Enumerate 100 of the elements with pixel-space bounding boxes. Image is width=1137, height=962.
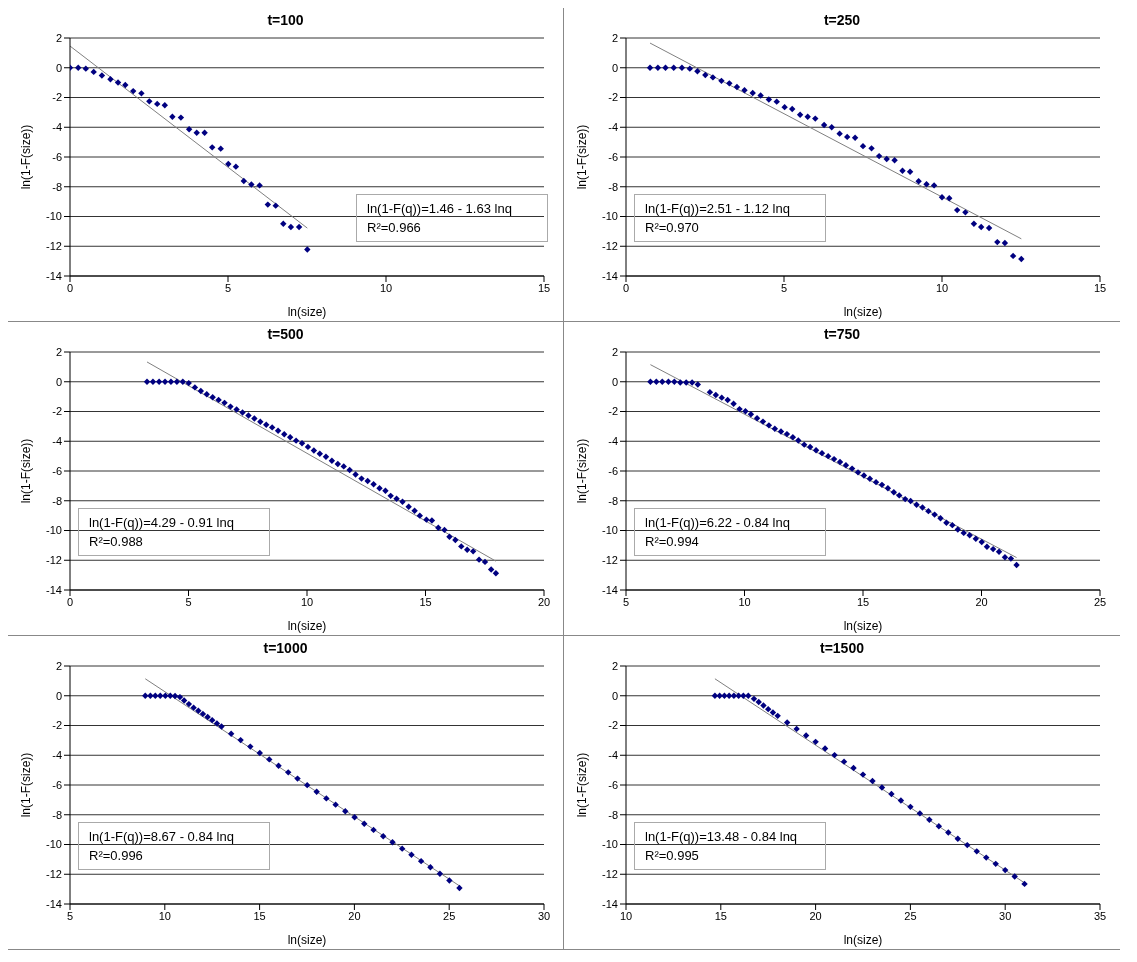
y-tick-label: 2 [611,659,618,672]
y-tick-label: -2 [608,405,618,418]
x-tick-label: 10 [379,281,393,294]
x-tick-label: 35 [1093,909,1107,922]
y-tick-label: 0 [611,61,618,74]
y-tick-label: -6 [608,464,618,477]
chart-title: t=750 [822,325,862,344]
annotation: R²=0.996 [89,847,144,865]
chart-title: t=100 [266,11,305,30]
y-tick-label: -8 [608,494,618,507]
annotation: R²=0.988 [89,533,144,551]
x-tick-label: 20 [537,595,551,608]
y-tick-label: -4 [608,749,618,762]
y-tick-label: -8 [608,808,618,821]
x-tick-label: 25 [904,909,917,922]
x-axis-title: ln(size) [287,933,327,947]
x-tick-label: 5 [224,281,232,294]
annotation: R²=0.966 [367,219,422,237]
y-tick-label: -6 [52,778,62,791]
x-tick-label: 10 [935,281,949,294]
y-tick-label: 0 [55,689,62,702]
y-tick-label: -12 [46,554,62,567]
x-tick-label: 20 [975,595,988,608]
y-tick-label: -10 [602,524,618,537]
annotation: R²=0.994 [645,533,700,551]
x-tick-label: 15 [1093,281,1107,294]
x-axis-title: ln(size) [843,305,883,319]
y-tick-label: -6 [608,778,618,791]
y-tick-label: 2 [55,345,62,358]
y-tick-label: -14 [602,897,618,910]
annotation: R²=0.970 [645,219,700,237]
annotation: ln(1-F(q))=4.29 - 0.91 lnq [89,514,235,532]
y-tick-label: 0 [55,61,62,74]
y-tick-label: -14 [46,269,62,282]
x-tick-label: 15 [253,909,266,922]
y-axis-title: ln(1-F(size)) [19,752,34,818]
y-tick-label: -12 [46,868,62,881]
chart-title: t=500 [266,325,305,344]
x-tick-label: 5 [66,909,74,922]
x-tick-label: 10 [738,595,751,608]
x-tick-label: 15 [537,281,551,294]
chart-title: t=250 [822,11,862,30]
y-tick-label: -2 [52,719,62,732]
x-tick-label: 30 [537,909,551,922]
y-tick-label: -8 [608,180,618,193]
x-tick-label: 5 [780,281,788,294]
x-axis-title: ln(size) [843,933,883,947]
x-axis-title: ln(size) [287,305,327,319]
y-tick-label: -14 [602,583,618,596]
annotation: ln(1-F(q))=6.22 - 0.84 lnq [645,514,791,532]
text-box: ln(1-F(q))=13.48 - 0.84 lnq R²=0.995 [634,822,826,870]
y-tick-label: 0 [55,375,62,388]
y-tick-label: 2 [611,31,618,44]
y-tick-label: -4 [52,435,62,448]
y-tick-label: -4 [52,749,62,762]
x-tick-label: 25 [1093,595,1107,608]
y-tick-label: -2 [608,719,618,732]
x-axis-title: ln(size) [843,619,883,633]
x-tick-label: 10 [300,595,314,608]
x-tick-label: 15 [714,909,727,922]
x-tick-label: 10 [158,909,171,922]
y-tick-label: -12 [602,240,618,253]
y-tick-label: -10 [602,838,618,851]
annotation: R²=0.995 [645,847,700,865]
y-tick-label: -2 [52,405,62,418]
x-tick-label: 15 [419,595,432,608]
y-tick-label: -10 [602,210,618,223]
y-axis-title: ln(1-F(size)) [19,438,34,504]
y-axis-title: ln(1-F(size)) [19,124,34,190]
y-tick-label: 0 [611,375,618,388]
y-tick-label: -10 [46,838,62,851]
text-box: ln(1-F(q))=2.51 - 1.12 lnq R²=0.970 [634,194,826,242]
y-tick-label: -14 [46,583,62,596]
y-tick-label: -6 [52,464,62,477]
y-tick-label: -2 [52,91,62,104]
x-tick-label: 5 [622,595,630,608]
x-tick-label: 15 [856,595,870,608]
annotation: ln(1-F(q))=8.67 - 0.84 lnq [89,828,235,846]
y-tick-label: -6 [52,150,62,163]
x-axis-title: ln(size) [287,619,327,633]
y-tick-label: 2 [55,659,62,672]
y-tick-label: -4 [608,435,618,448]
y-tick-label: -10 [46,210,62,223]
y-tick-label: -4 [608,121,618,134]
y-tick-label: -8 [52,808,62,821]
text-box: ln(1-F(q))=4.29 - 0.91 lnq R²=0.988 [78,508,270,556]
x-tick-label: 25 [443,909,456,922]
y-tick-label: -14 [46,897,62,910]
y-axis-title: ln(1-F(size)) [575,438,590,504]
text-box: ln(1-F(q))=1.46 - 1.63 lnq R²=0.966 [356,194,548,242]
chart-title: t=1000 [262,639,309,658]
x-tick-label: 20 [348,909,361,922]
annotation: ln(1-F(q))=1.46 - 1.63 lnq [367,200,513,218]
y-axis-title: ln(1-F(size)) [575,124,590,190]
y-tick-label: -6 [608,150,618,163]
y-tick-label: -10 [46,524,62,537]
y-tick-label: 0 [611,689,618,702]
x-tick-label: 30 [999,909,1012,922]
y-tick-label: -8 [52,180,62,193]
y-tick-label: -12 [602,554,618,567]
